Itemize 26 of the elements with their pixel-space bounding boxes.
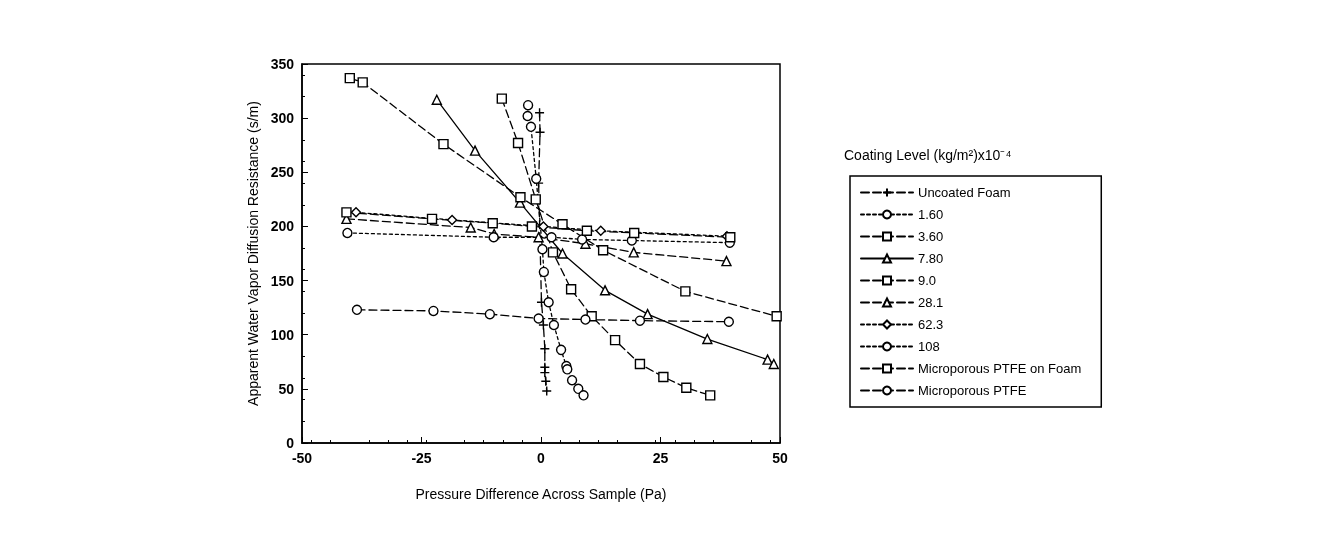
- x-tick-label: 25: [652, 450, 669, 466]
- legend-label: 7.80: [918, 251, 944, 266]
- y-tick-label: 350: [270, 56, 295, 72]
- legend-label: Uncoated Foam: [918, 185, 1011, 200]
- legend-label: Microporous PTFE: [918, 383, 1027, 398]
- y-tick-label: 200: [270, 218, 295, 235]
- legend-label: 1.60: [918, 207, 944, 222]
- y-tick-label: 250: [270, 164, 295, 181]
- x-tick-label: -50: [291, 450, 313, 466]
- legend-label: 62.3: [918, 317, 944, 332]
- legend-label: 108: [918, 339, 940, 354]
- legend-label: 3.60: [918, 229, 944, 244]
- legend-label: 9.0: [918, 273, 937, 288]
- y-tick-label: 0: [286, 435, 295, 451]
- legend-label: 28.1: [918, 295, 944, 310]
- legend-label: Microporous PTFE on Foam: [918, 361, 1082, 376]
- y-tick-label: 50: [278, 380, 295, 397]
- y-tick-label: 150: [270, 272, 295, 289]
- x-tick-label: 0: [537, 450, 546, 466]
- x-axis-title: Pressure Difference Across Sample (Pa): [415, 486, 667, 502]
- y-axis-title: Apparent Water Vapor Diffusion Resistance (s/m): [245, 101, 261, 406]
- x-tick-label: 50: [772, 450, 788, 466]
- x-tick-label: -25: [411, 450, 432, 466]
- y-tick-label: 300: [270, 110, 295, 127]
- y-tick-label: 100: [270, 326, 295, 343]
- legend-title: Coating Level (kg/m²)x10⁻⁴: [844, 147, 1012, 163]
